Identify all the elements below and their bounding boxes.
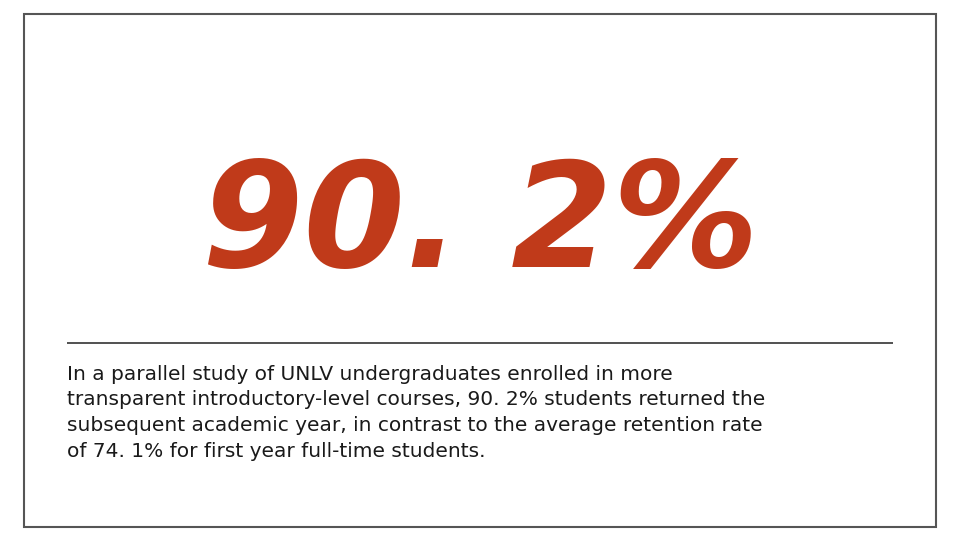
- Text: In a parallel study of UNLV undergraduates enrolled in more
transparent introduc: In a parallel study of UNLV undergraduat…: [67, 364, 765, 461]
- Text: 90. 2%: 90. 2%: [202, 156, 758, 298]
